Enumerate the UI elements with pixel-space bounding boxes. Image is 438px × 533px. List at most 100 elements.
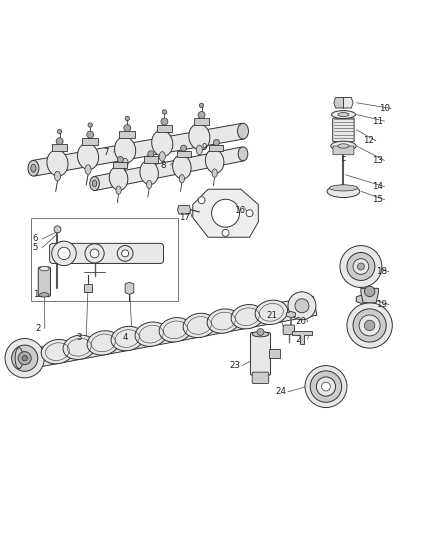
Ellipse shape bbox=[173, 155, 191, 179]
Circle shape bbox=[54, 226, 61, 233]
Text: 22: 22 bbox=[295, 335, 306, 344]
Text: 21: 21 bbox=[267, 311, 278, 320]
FancyBboxPatch shape bbox=[251, 333, 271, 375]
Ellipse shape bbox=[329, 185, 357, 191]
Text: 10: 10 bbox=[378, 104, 389, 113]
Circle shape bbox=[222, 229, 229, 236]
Ellipse shape bbox=[31, 164, 36, 172]
Text: 6: 6 bbox=[32, 235, 38, 244]
Text: 16: 16 bbox=[234, 206, 245, 215]
Circle shape bbox=[161, 118, 168, 125]
Ellipse shape bbox=[331, 141, 356, 151]
Circle shape bbox=[359, 315, 380, 336]
Text: 8: 8 bbox=[160, 161, 166, 169]
FancyBboxPatch shape bbox=[252, 372, 269, 384]
Circle shape bbox=[117, 157, 124, 163]
FancyBboxPatch shape bbox=[283, 325, 294, 335]
Text: 5: 5 bbox=[32, 243, 38, 252]
FancyBboxPatch shape bbox=[49, 244, 163, 263]
Polygon shape bbox=[21, 296, 317, 370]
Ellipse shape bbox=[111, 326, 144, 351]
Ellipse shape bbox=[135, 322, 168, 346]
Ellipse shape bbox=[238, 147, 248, 161]
Polygon shape bbox=[269, 350, 280, 358]
Polygon shape bbox=[193, 189, 258, 237]
Ellipse shape bbox=[183, 313, 215, 337]
Ellipse shape bbox=[115, 137, 136, 163]
Ellipse shape bbox=[207, 309, 240, 333]
Text: 3: 3 bbox=[77, 333, 82, 342]
Circle shape bbox=[180, 145, 187, 151]
Polygon shape bbox=[32, 124, 244, 176]
Ellipse shape bbox=[41, 340, 74, 364]
Circle shape bbox=[288, 292, 316, 320]
Ellipse shape bbox=[255, 300, 288, 325]
Polygon shape bbox=[356, 295, 370, 304]
Circle shape bbox=[305, 366, 347, 408]
Ellipse shape bbox=[47, 150, 68, 176]
Polygon shape bbox=[113, 162, 127, 168]
Text: 17: 17 bbox=[180, 213, 191, 222]
Ellipse shape bbox=[63, 335, 95, 359]
Text: 9: 9 bbox=[202, 143, 207, 152]
Circle shape bbox=[353, 259, 369, 274]
Circle shape bbox=[353, 309, 386, 342]
Ellipse shape bbox=[39, 293, 49, 297]
Circle shape bbox=[340, 246, 382, 287]
Ellipse shape bbox=[90, 176, 99, 190]
Bar bbox=[31, 219, 177, 302]
Ellipse shape bbox=[327, 185, 360, 198]
Circle shape bbox=[246, 210, 253, 217]
Circle shape bbox=[122, 250, 129, 257]
Polygon shape bbox=[209, 145, 223, 151]
Text: 18: 18 bbox=[376, 267, 387, 276]
Text: 2: 2 bbox=[35, 324, 41, 333]
Ellipse shape bbox=[87, 331, 120, 355]
Text: 19: 19 bbox=[376, 300, 387, 309]
Circle shape bbox=[357, 263, 364, 270]
Circle shape bbox=[295, 299, 309, 313]
Circle shape bbox=[12, 345, 38, 372]
Polygon shape bbox=[177, 205, 191, 214]
Ellipse shape bbox=[189, 124, 210, 150]
Ellipse shape bbox=[147, 180, 152, 189]
Ellipse shape bbox=[15, 348, 23, 369]
Text: 1: 1 bbox=[33, 290, 39, 300]
Ellipse shape bbox=[332, 111, 356, 118]
FancyBboxPatch shape bbox=[333, 118, 354, 142]
Circle shape bbox=[117, 246, 133, 261]
Text: 14: 14 bbox=[372, 182, 383, 191]
Circle shape bbox=[364, 286, 375, 297]
Circle shape bbox=[199, 103, 204, 108]
Circle shape bbox=[310, 371, 342, 402]
Ellipse shape bbox=[252, 332, 269, 337]
Circle shape bbox=[316, 377, 336, 396]
Ellipse shape bbox=[338, 112, 349, 117]
Polygon shape bbox=[156, 125, 172, 132]
Circle shape bbox=[364, 320, 375, 330]
Circle shape bbox=[18, 352, 31, 365]
Ellipse shape bbox=[237, 123, 248, 139]
Polygon shape bbox=[286, 311, 296, 318]
Ellipse shape bbox=[231, 304, 264, 329]
Circle shape bbox=[347, 303, 392, 348]
Polygon shape bbox=[292, 330, 311, 344]
Circle shape bbox=[57, 130, 62, 134]
Circle shape bbox=[5, 338, 44, 378]
Polygon shape bbox=[343, 98, 353, 108]
Circle shape bbox=[212, 199, 240, 227]
Circle shape bbox=[162, 110, 166, 114]
FancyBboxPatch shape bbox=[38, 267, 50, 297]
Ellipse shape bbox=[212, 169, 217, 177]
Circle shape bbox=[347, 253, 375, 280]
Ellipse shape bbox=[122, 158, 128, 168]
Circle shape bbox=[52, 241, 76, 265]
Ellipse shape bbox=[159, 152, 165, 161]
Text: 4: 4 bbox=[122, 333, 128, 342]
Ellipse shape bbox=[338, 144, 349, 148]
Ellipse shape bbox=[92, 180, 97, 187]
Polygon shape bbox=[334, 98, 343, 108]
Circle shape bbox=[22, 356, 27, 361]
Circle shape bbox=[321, 382, 330, 391]
Text: 7: 7 bbox=[104, 148, 109, 157]
